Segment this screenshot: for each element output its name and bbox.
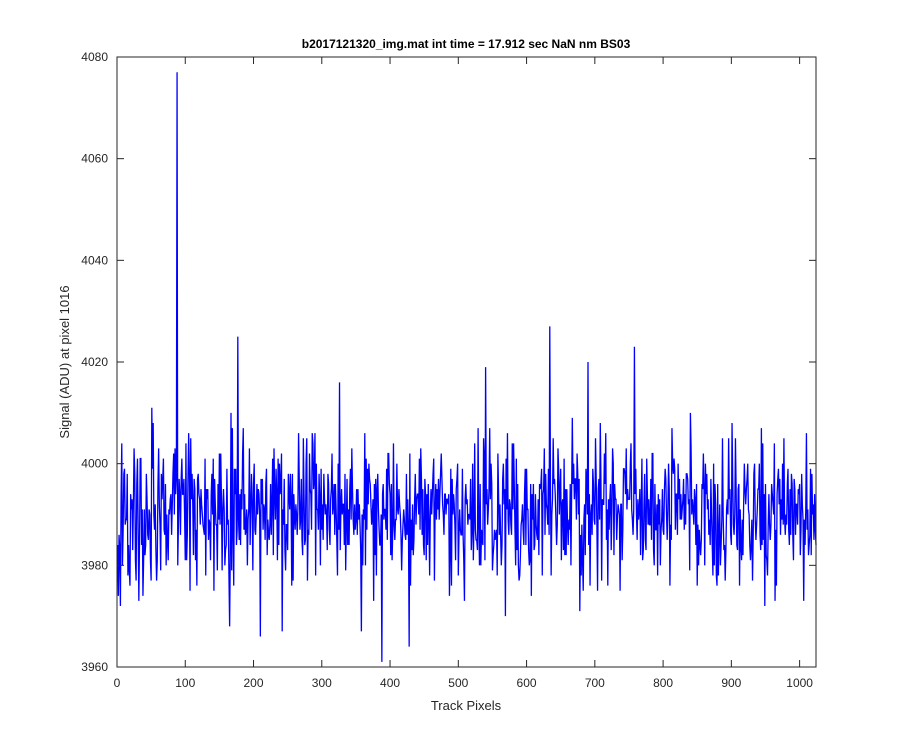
chart-title: b2017121320_img.mat int time = 17.912 se… xyxy=(302,37,631,51)
y-tick-label: 4000 xyxy=(81,457,108,471)
series-line xyxy=(117,72,817,662)
x-tick-label: 900 xyxy=(721,676,741,690)
x-tick-label: 300 xyxy=(312,676,332,690)
x-tick-label: 500 xyxy=(448,676,468,690)
y-tick-label: 4040 xyxy=(81,253,108,267)
plot-area xyxy=(117,57,816,667)
y-tick-label: 4060 xyxy=(81,152,108,166)
y-tick-label: 4080 xyxy=(81,50,108,64)
x-tick-label: 1000 xyxy=(786,676,813,690)
x-tick-label: 0 xyxy=(114,676,121,690)
y-axis: 3960 3980 4000 4020 4040 4060 4080 xyxy=(81,50,816,674)
y-tick-label: 3980 xyxy=(81,558,108,572)
x-axis: 0 100 200 300 400 500 600 700 800 900 1000 xyxy=(114,57,813,690)
x-tick-label: 100 xyxy=(175,676,195,690)
x-tick-label: 600 xyxy=(517,676,537,690)
x-axis-title: Track Pixels xyxy=(431,698,502,713)
x-tick-label: 200 xyxy=(244,676,264,690)
y-axis-title: Signal (ADU) at pixel 1016 xyxy=(57,285,72,438)
plot-series-group xyxy=(117,72,817,662)
x-tick-label: 700 xyxy=(585,676,605,690)
x-tick-label: 800 xyxy=(653,676,673,690)
y-tick-label: 4020 xyxy=(81,355,108,369)
x-tick-label: 400 xyxy=(380,676,400,690)
y-tick-label: 3960 xyxy=(81,660,108,674)
